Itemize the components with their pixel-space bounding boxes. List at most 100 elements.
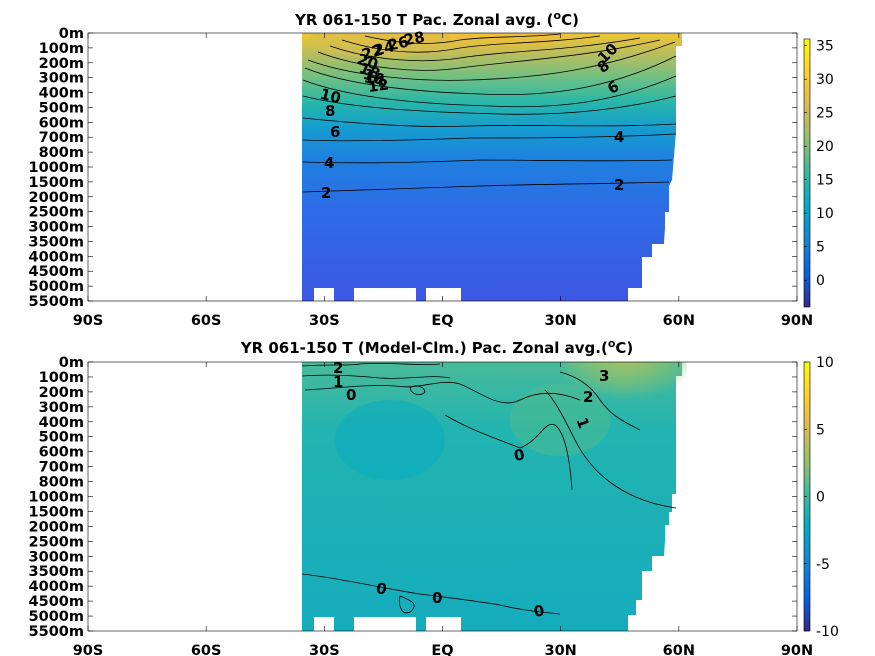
contour-label: 24 (372, 37, 397, 60)
contour-label: 10 (318, 85, 343, 108)
y-tick-label: 1500m (29, 175, 84, 191)
y-tick-label: 200m (39, 385, 84, 401)
colorbar-tick-label: 35 (816, 39, 834, 55)
y-tick-label: 400m (39, 415, 84, 431)
y-tick-label: 700m (39, 130, 84, 146)
y-tick-label: 200m (39, 56, 84, 72)
y-tick-label: 5000m (29, 279, 84, 295)
contour-label: 2 (614, 176, 624, 194)
contour-label: 6 (330, 123, 340, 141)
x-tick-label: 90S (73, 313, 104, 329)
y-tick-label: 4500m (29, 264, 84, 280)
contour-label: 3 (599, 367, 609, 385)
contour-label: 2 (333, 359, 343, 377)
top-colorbar-gradient (803, 38, 811, 308)
y-tick-label: 5500m (29, 624, 84, 640)
y-tick-label: 4000m (29, 249, 84, 265)
x-tick-label: 30S (309, 643, 340, 656)
x-tick-label: 30S (309, 313, 340, 329)
contour-label: 0 (532, 601, 545, 621)
contour-label: 0 (346, 386, 356, 404)
y-tick-label: 5000m (29, 609, 84, 625)
x-tick-label: 90N (781, 643, 813, 656)
y-tick-label: 1000m (29, 160, 84, 176)
x-tick-label: 90N (781, 313, 813, 329)
bottom-x-ticks: 90S 60S 30S EQ 30N 60N 90N (73, 362, 813, 656)
bottom-contour-lines (301, 363, 677, 615)
x-tick-label: 90S (73, 643, 104, 656)
contour-label: 1 (333, 373, 343, 391)
y-tick-label: 0m (59, 355, 84, 371)
y-tick-label: 300m (39, 71, 84, 87)
bottom-contour-labels: 2 1 0 0 3 2 1 0 0 0 (333, 359, 609, 621)
y-tick-label: 400m (39, 86, 84, 102)
contour-label: 0 (513, 445, 526, 465)
x-tick-label: 30N (545, 313, 577, 329)
top-colorbar: 35 30 25 20 15 10 5 0 (803, 38, 834, 308)
x-tick-label: 60S (191, 643, 222, 656)
y-tick-label: 3000m (29, 220, 84, 236)
y-tick-label: 0m (59, 26, 84, 42)
colorbar-tick-label: 0 (816, 273, 825, 289)
top-y-ticks: 0m100m200m300m400m500m600m700m800m1000m1… (29, 26, 797, 310)
y-tick-label: 2500m (29, 534, 84, 550)
x-tick-label: EQ (431, 313, 453, 329)
y-tick-label: 100m (39, 370, 84, 386)
colorbar-tick-label: -5 (816, 557, 830, 573)
colorbar-tick-label: 15 (816, 173, 834, 189)
top-heatmap-field (302, 33, 682, 301)
colorbar-tick-label: 5 (816, 422, 825, 438)
y-tick-label: 2500m (29, 205, 84, 221)
contour-label: 26 (386, 33, 410, 55)
top-colorbar-ticks: 35 30 25 20 15 10 5 0 (804, 39, 834, 289)
top-x-ticks: 90S 60S 30S EQ 30N 60N 90N (73, 33, 813, 329)
y-tick-label: 5500m (29, 294, 84, 310)
colorbar-tick-label: 5 (816, 240, 825, 256)
y-tick-label: 2000m (29, 519, 84, 535)
y-tick-label: 300m (39, 400, 84, 416)
y-tick-label: 2000m (29, 190, 84, 206)
y-tick-label: 3500m (29, 234, 84, 250)
contour-label: 8 (325, 102, 335, 120)
colorbar-tick-label: 25 (816, 106, 834, 122)
x-tick-label: 60N (663, 313, 695, 329)
y-tick-label: 800m (39, 475, 84, 491)
colorbar-tick-label: -10 (816, 624, 839, 640)
contour-label: 20 (355, 50, 380, 74)
y-tick-label: 500m (39, 100, 84, 116)
y-tick-label: 600m (39, 115, 84, 131)
x-tick-label: 30N (545, 643, 577, 656)
contour-label: 4 (324, 154, 334, 172)
x-tick-label: 60N (663, 643, 695, 656)
x-tick-label: EQ (431, 643, 453, 656)
y-tick-label: 500m (39, 430, 84, 446)
colorbar-tick-label: 10 (816, 206, 834, 222)
contour-label: 14 (362, 68, 387, 91)
y-tick-label: 3500m (29, 564, 84, 580)
y-tick-label: 1000m (29, 490, 84, 506)
contour-label: 4 (614, 128, 624, 146)
top-panel: YR 061-150 T Pac. Zonal avg. (oC) 28 26 … (29, 9, 834, 329)
y-tick-label: 1500m (29, 504, 84, 520)
y-tick-label: 4500m (29, 594, 84, 610)
y-tick-label: 3000m (29, 549, 84, 565)
bottom-panel: YR 061-150 T (Model-Clm.) Pac. Zonal avg… (29, 337, 839, 656)
colorbar-tick-label: 10 (816, 355, 834, 371)
colorbar-tick-label: 0 (816, 490, 825, 506)
contour-label: 0 (432, 589, 442, 607)
contour-label: 12 (367, 75, 390, 96)
x-tick-label: 60S (191, 313, 222, 329)
bottom-colorbar-ticks: 10 5 0 -5 -10 (804, 355, 839, 640)
bottom-heatmap-field (302, 362, 687, 631)
bottom-title: YR 061-150 T (Model-Clm.) Pac. Zonal avg… (240, 337, 634, 357)
y-tick-label: 600m (39, 445, 84, 461)
bottom-colorbar: 10 5 0 -5 -10 (803, 355, 839, 640)
bottom-y-ticks: 0m100m200m300m400m500m600m700m800m1000m1… (29, 355, 797, 640)
contour-label: 2 (583, 388, 593, 406)
contour-label: 2 (321, 184, 331, 202)
y-tick-label: 800m (39, 145, 84, 161)
y-tick-label: 700m (39, 460, 84, 476)
y-tick-label: 100m (39, 41, 84, 57)
y-tick-label: 4000m (29, 579, 84, 595)
